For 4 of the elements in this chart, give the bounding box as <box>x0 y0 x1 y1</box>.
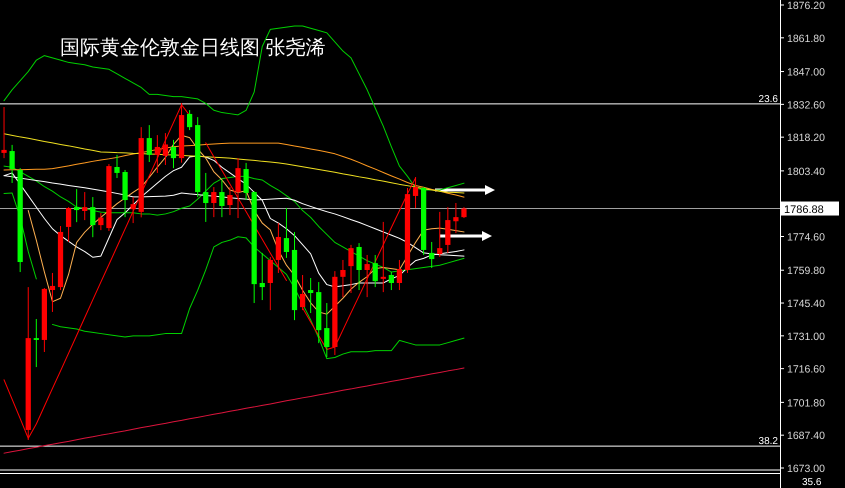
title: 国际黄金伦敦金日线图 张尧浠 <box>60 37 326 59</box>
annotation: 23.6 <box>758 94 778 105</box>
annotation: 35.6 <box>802 477 822 488</box>
annotation: 38.2 <box>758 436 778 448</box>
